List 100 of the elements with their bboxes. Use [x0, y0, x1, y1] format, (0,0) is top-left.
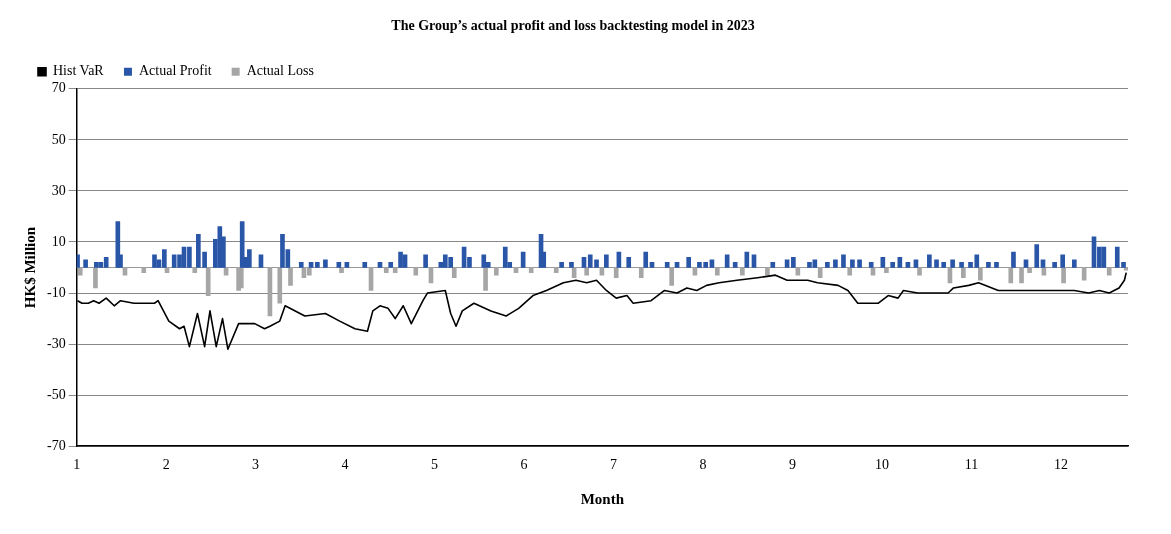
x-tick-label: 11 [964, 457, 979, 473]
bar [205, 267, 211, 296]
bar [502, 246, 508, 268]
bar [388, 262, 394, 268]
bar [584, 267, 589, 276]
bar [483, 267, 488, 291]
bar [559, 262, 564, 268]
y-tick-label: -10 [46, 284, 66, 300]
bar [152, 254, 157, 268]
bar [1008, 267, 1014, 284]
bar [927, 254, 932, 268]
bar [613, 267, 619, 279]
x-tick-label: 9 [788, 457, 796, 473]
bar [890, 262, 896, 268]
y-tick-label: -50 [46, 386, 66, 402]
bar [451, 267, 457, 279]
bar [323, 259, 328, 268]
y-tick-label: 70 [51, 80, 66, 96]
y-tick-label: -70 [46, 437, 66, 453]
bar [1071, 259, 1077, 268]
bar [413, 267, 419, 276]
y-tick-label: 10 [51, 233, 66, 249]
bar [833, 259, 838, 268]
bar [481, 254, 487, 268]
bar [141, 267, 147, 273]
bar [868, 262, 874, 268]
bar [383, 267, 389, 273]
bar [817, 267, 823, 279]
bar [1011, 251, 1016, 268]
x-tick-label: 4 [341, 457, 349, 473]
bar [528, 267, 534, 273]
x-tick-label: 2 [162, 457, 170, 473]
bar [553, 267, 559, 273]
bar [714, 267, 720, 276]
legend-label: Actual Profit [138, 63, 212, 79]
bar [643, 251, 649, 268]
bar [791, 256, 796, 268]
bar [1061, 267, 1066, 284]
x-tick-label: 8 [699, 457, 707, 473]
bar [493, 267, 499, 276]
bar [934, 259, 939, 268]
bar [247, 249, 252, 268]
chart-title: The Group’s actual profit and loss backtesting model in 2023 [391, 18, 755, 34]
bar [664, 262, 670, 268]
y-axis-title: HK$ Million [21, 226, 38, 309]
x-tick-label: 6 [520, 457, 528, 473]
y-tick-label: 50 [51, 131, 66, 147]
bar [298, 262, 304, 268]
bar [994, 262, 999, 268]
bar [740, 267, 745, 276]
bar [950, 259, 955, 268]
bar [569, 262, 574, 268]
bar [239, 221, 245, 268]
bar [686, 256, 692, 268]
bar [638, 267, 644, 279]
bar [732, 262, 738, 268]
bar [978, 267, 983, 281]
bar [857, 259, 862, 268]
y-tick-label: 30 [51, 182, 66, 198]
bar [917, 267, 922, 276]
x-tick-label: 3 [252, 457, 260, 473]
bar [961, 267, 966, 279]
x-axis-title: Month [580, 490, 625, 507]
bar [76, 254, 80, 268]
bar [1106, 267, 1112, 276]
bar [770, 262, 776, 268]
bar [1052, 262, 1057, 268]
bar [315, 262, 320, 268]
bar [1034, 244, 1040, 268]
bar [1060, 254, 1066, 268]
bar [423, 254, 428, 268]
bar [398, 251, 403, 268]
bar [339, 267, 344, 273]
bar [847, 267, 853, 276]
bar [362, 262, 368, 268]
x-tick-label: 10 [874, 457, 889, 473]
legend-label: Hist VaR [53, 63, 105, 79]
bar [336, 262, 342, 268]
bar [986, 262, 991, 268]
bar [277, 267, 283, 304]
bar [765, 267, 770, 276]
bar [77, 267, 83, 276]
bar [959, 262, 964, 268]
bar [850, 259, 855, 268]
bar [1019, 267, 1024, 284]
bar [669, 267, 675, 286]
bar [941, 262, 947, 268]
bar [306, 267, 312, 276]
bar [626, 256, 632, 268]
bar [192, 267, 198, 273]
bar [1027, 267, 1032, 273]
x-tick-label: 12 [1053, 457, 1068, 473]
x-tick-label: 1 [73, 457, 81, 473]
bar [604, 254, 609, 268]
y-tick-label: -30 [46, 335, 66, 351]
bar [841, 254, 846, 268]
bar [83, 259, 88, 268]
x-tick-label: 7 [610, 457, 618, 473]
legend-label: Actual Loss [246, 63, 314, 79]
bar [93, 267, 98, 289]
